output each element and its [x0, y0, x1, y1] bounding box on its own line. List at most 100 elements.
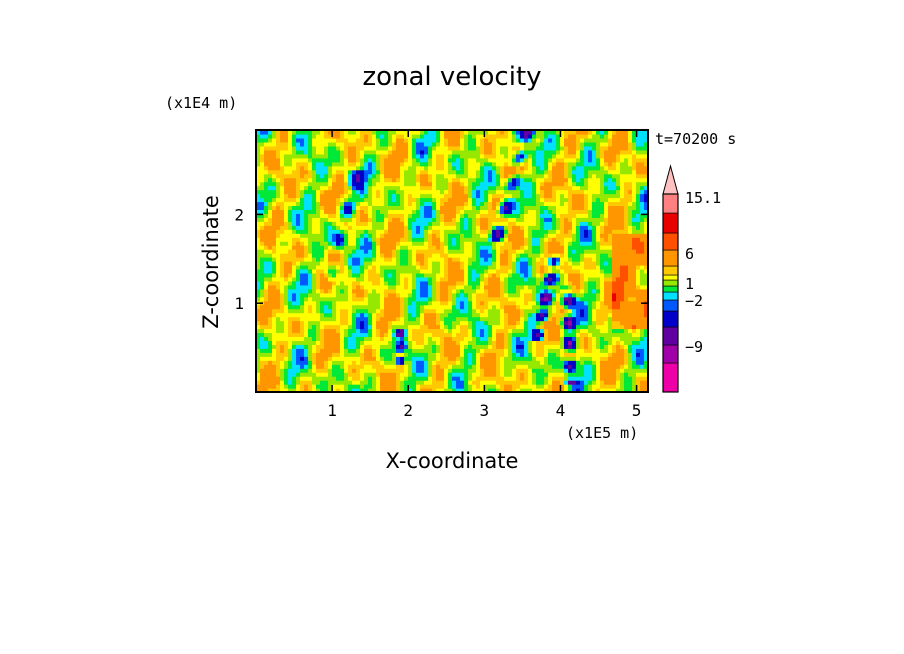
- field-cell: [384, 316, 389, 322]
- field-cell: [628, 348, 633, 353]
- field-cell: [296, 221, 301, 226]
- field-cell: [620, 304, 625, 310]
- field-cell: [564, 380, 569, 385]
- field-cell: [444, 364, 449, 369]
- field-cell: [368, 201, 373, 207]
- field-cell: [388, 328, 393, 334]
- field-cell: [356, 356, 361, 361]
- field-cell: [536, 237, 541, 242]
- field-cell: [540, 221, 545, 226]
- field-cell: [360, 249, 365, 254]
- field-cell: [620, 201, 625, 207]
- field-cell: [508, 292, 513, 298]
- field-cell: [560, 205, 565, 210]
- field-cell: [504, 253, 509, 258]
- field-cell: [520, 264, 525, 270]
- field-cell: [332, 324, 337, 330]
- field-cell: [548, 304, 553, 310]
- field-cell: [352, 296, 357, 302]
- field-cell: [352, 272, 357, 278]
- field-cell: [432, 292, 437, 298]
- field-cell: [492, 221, 497, 226]
- field-cell: [368, 316, 373, 322]
- field-cell: [564, 237, 569, 242]
- field-cell: [484, 253, 489, 258]
- field-cell: [376, 336, 381, 341]
- field-cell: [268, 324, 273, 330]
- field-cell: [364, 197, 369, 203]
- field-cell: [516, 344, 521, 349]
- field-cell: [572, 368, 577, 373]
- field-cell: [260, 352, 265, 357]
- field-cell: [312, 328, 317, 334]
- field-cell: [560, 229, 565, 234]
- field-cell: [592, 324, 597, 330]
- field-cell: [640, 288, 645, 294]
- field-cell: [612, 352, 617, 357]
- field-cell: [576, 201, 581, 207]
- field-cell: [344, 276, 349, 282]
- field-cell: [532, 268, 537, 274]
- field-cell: [620, 336, 625, 341]
- field-cell: [264, 225, 269, 230]
- field-cell: [644, 261, 648, 266]
- field-cell: [428, 324, 433, 330]
- field-cell: [360, 193, 365, 199]
- field-cell: [476, 201, 481, 207]
- field-cell: [496, 288, 501, 294]
- field-cell: [488, 384, 493, 389]
- field-cell: [612, 276, 617, 282]
- field-cell: [404, 197, 409, 203]
- field-cell: [340, 213, 345, 218]
- field-cell: [456, 268, 461, 274]
- field-cell: [404, 380, 409, 385]
- field-cell: [612, 237, 617, 242]
- field-cell: [552, 308, 557, 314]
- field-cell: [480, 320, 485, 326]
- field-cell: [468, 288, 473, 294]
- field-cell: [584, 372, 589, 377]
- field-cell: [520, 332, 525, 338]
- field-cell: [392, 213, 397, 218]
- field-cell: [444, 280, 449, 286]
- field-cell: [520, 292, 525, 298]
- field-cell: [308, 229, 313, 234]
- field-cell: [336, 320, 341, 326]
- field-cell: [440, 237, 445, 242]
- field-cell: [520, 328, 525, 334]
- field-cell: [548, 308, 553, 314]
- field-cell: [336, 217, 341, 222]
- field-cell: [616, 264, 621, 270]
- field-cell: [544, 360, 549, 365]
- field-cell: [372, 213, 377, 218]
- field-cell: [568, 272, 573, 278]
- field-cell: [628, 245, 633, 250]
- field-cell: [476, 336, 481, 341]
- field-cell: [324, 245, 329, 250]
- field-cell: [316, 292, 321, 298]
- field-cell: [428, 229, 433, 234]
- field-cell: [480, 197, 485, 203]
- field-cell: [324, 241, 329, 246]
- field-cell: [428, 308, 433, 314]
- field-cell: [628, 296, 633, 302]
- field-cell: [400, 213, 405, 218]
- field-cell: [472, 312, 477, 318]
- field-cell: [432, 316, 437, 322]
- field-cell: [300, 241, 305, 246]
- field-cell: [520, 221, 525, 226]
- field-cell: [264, 304, 269, 310]
- field-cell: [388, 336, 393, 341]
- field-cell: [424, 229, 429, 234]
- field-cell: [264, 209, 269, 214]
- field-cell: [596, 340, 601, 345]
- field-cell: [388, 197, 393, 203]
- field-cell: [388, 380, 393, 385]
- field-cell: [568, 241, 573, 246]
- field-cell: [592, 352, 597, 357]
- field-cell: [624, 296, 629, 302]
- field-cell: [580, 221, 585, 226]
- field-cell: [584, 312, 589, 318]
- field-cell: [496, 261, 501, 266]
- field-cell: [356, 225, 361, 230]
